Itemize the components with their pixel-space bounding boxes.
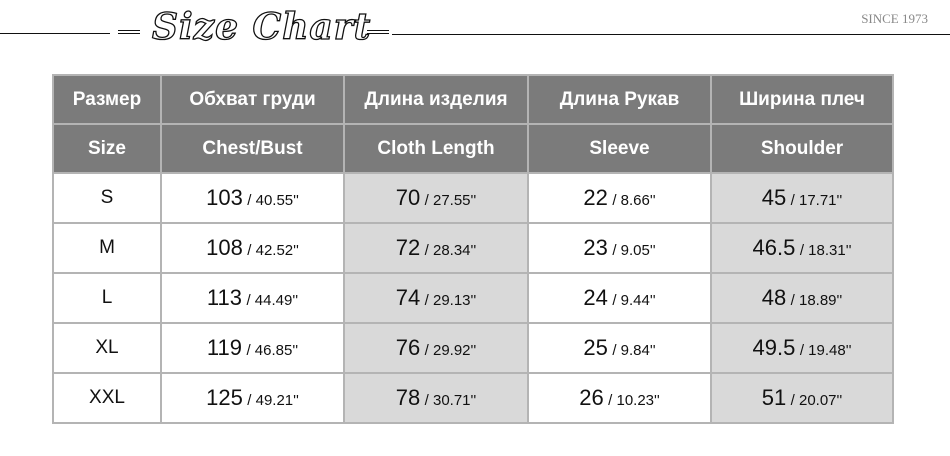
measurement-cell: 74 / 29.13'' [343,272,529,324]
header-row-headers_en: Size Chest/Bust Cloth Length Sleeve Shoulder [52,123,894,174]
inch-value: / 17.71'' [790,192,843,209]
measurement-cell: 108 / 42.52'' [160,222,345,274]
column-header: Sleeve [527,123,712,174]
table-row: L 113 / 44.49'' 74 / 29.13'' 24 / 9.44'' 48 … [52,272,894,324]
since-label: SINCE 1973 [861,11,928,26]
inch-value: / 44.49'' [246,292,299,309]
table-row: M 108 / 42.52'' 72 / 28.34'' 23 / 9.05'' 46.… [52,222,894,274]
measurement-cell: 76 / 29.92'' [343,322,529,374]
header-row-headers_ru: Размер Обхват груди Длина изделия Длина Рук… [52,74,894,125]
measurement-cell: 78 / 30.71'' [343,372,529,424]
column-header: Размер [52,74,162,125]
column-header: Ширина плеч [710,74,894,125]
column-header: Длина изделия [343,74,529,125]
header-rule-right [392,34,950,35]
column-header: Обхват груди [160,74,345,125]
cm-value: 26 [579,385,604,410]
inch-value: / 29.13'' [424,292,477,309]
measurement-cell: 26 / 10.23'' [527,372,712,424]
size-cell: L [52,272,162,324]
header-rule-left [0,33,110,34]
inch-value: / 49.21'' [247,392,299,409]
inch-value: / 18.31'' [799,242,852,259]
table-row: XXL 125 / 49.21'' 78 / 30.71'' 26 / 10.23''… [52,372,894,424]
cm-value: 22 [583,185,608,210]
size-chart-table: Размер Обхват груди Длина изделия Длина Рук… [52,74,894,424]
inch-value: / 10.23'' [608,392,660,409]
column-header: Shoulder [710,123,894,174]
inch-value: / 46.85'' [246,342,299,359]
measurement-cell: 45 / 17.71'' [710,172,894,224]
cm-value: 72 [395,235,421,260]
measurement-cell: 48 / 18.89'' [710,272,894,324]
header-double-rule-left [118,30,140,34]
measurement-cell: 51 / 20.07'' [710,372,894,424]
cm-value: 46.5 [752,235,796,260]
cm-value: 48 [761,285,787,310]
size-cell: XL [52,322,162,374]
measurement-cell: 25 / 9.84'' [527,322,712,374]
table-row: S 103 / 40.55'' 70 / 27.55'' 22 / 8.66'' 45 … [52,172,894,224]
cm-value: 45 [761,185,787,210]
table-row: XL 119 / 46.85'' 76 / 29.92'' 25 / 9.84'' 49… [52,322,894,374]
measurement-cell: 46.5 / 18.31'' [710,222,894,274]
cm-value: 119 [206,335,242,360]
size-cell: XXL [52,372,162,424]
cm-value: 74 [395,285,421,310]
measurement-cell: 113 / 44.49'' [160,272,345,324]
cm-value: 76 [395,335,421,360]
header-double-rule-right [367,30,389,34]
measurement-cell: 72 / 28.34'' [343,222,529,274]
inch-value: / 42.52'' [247,242,299,259]
cm-value: 51 [761,385,787,410]
inch-value: / 9.05'' [612,242,656,259]
measurement-cell: 24 / 9.44'' [527,272,712,324]
inch-value: / 27.55'' [424,192,477,209]
measurement-cell: 119 / 46.85'' [160,322,345,374]
measurement-cell: 23 / 9.05'' [527,222,712,274]
inch-value: / 8.66'' [612,192,656,209]
column-header: Size [52,123,162,174]
cm-value: 125 [206,385,243,410]
measurement-cell: 49.5 / 19.48'' [710,322,894,374]
inch-value: / 28.34'' [424,242,477,259]
cm-value: 23 [583,235,608,260]
inch-value: / 9.84'' [612,342,656,359]
cm-value: 113 [206,285,242,310]
inch-value: / 9.44'' [612,292,656,309]
inch-value: / 29.92'' [424,342,477,359]
cm-value: 24 [583,285,608,310]
measurement-cell: 103 / 40.55'' [160,172,345,224]
column-header: Длина Рукав [527,74,712,125]
column-header: Chest/Bust [160,123,345,174]
cm-value: 70 [395,185,421,210]
inch-value: / 19.48'' [799,342,852,359]
cm-value: 78 [395,385,421,410]
cm-value: 49.5 [752,335,796,360]
size-cell: M [52,222,162,274]
cm-value: 103 [206,185,243,210]
column-header: Cloth Length [343,123,529,174]
page-title: Size Chart [151,5,372,48]
measurement-cell: 70 / 27.55'' [343,172,529,224]
inch-value: / 20.07'' [790,392,843,409]
measurement-cell: 125 / 49.21'' [160,372,345,424]
inch-value: / 30.71'' [424,392,477,409]
cm-value: 108 [206,235,243,260]
measurement-cell: 22 / 8.66'' [527,172,712,224]
cm-value: 25 [583,335,608,360]
inch-value: / 18.89'' [790,292,843,309]
inch-value: / 40.55'' [247,192,299,209]
size-cell: S [52,172,162,224]
